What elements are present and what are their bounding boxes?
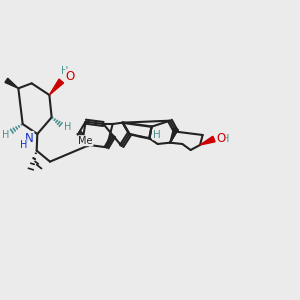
Polygon shape [200,136,215,145]
Text: N: N [25,131,34,145]
Text: H: H [61,66,68,76]
Text: O: O [66,70,75,83]
Text: Me: Me [78,136,93,146]
Polygon shape [49,79,64,95]
Text: H: H [64,122,71,132]
Polygon shape [5,78,18,88]
Text: H: H [2,130,9,140]
Text: H: H [222,134,230,144]
Text: O: O [216,131,226,145]
Text: H: H [153,130,160,140]
Text: H: H [20,140,27,150]
Polygon shape [170,128,178,143]
